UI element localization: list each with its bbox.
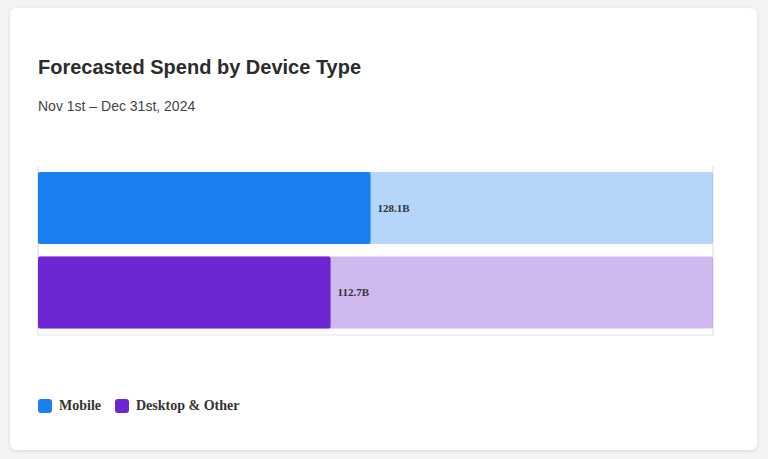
html-text:Mobile: Mobile xyxy=(59,398,101,413)
svg-text:128.1B: 128.1B xyxy=(378,202,411,214)
svg-text:112.7B: 112.7B xyxy=(338,286,370,298)
html-text:Desktop & Other: Desktop & Other xyxy=(136,398,240,413)
html-text:Forecasted Spend by Device Typ: Forecasted Spend by Device Type xyxy=(38,56,362,78)
html-text:Nov 1st – Dec 31st, 2024: Nov 1st – Dec 31st, 2024 xyxy=(38,98,196,114)
